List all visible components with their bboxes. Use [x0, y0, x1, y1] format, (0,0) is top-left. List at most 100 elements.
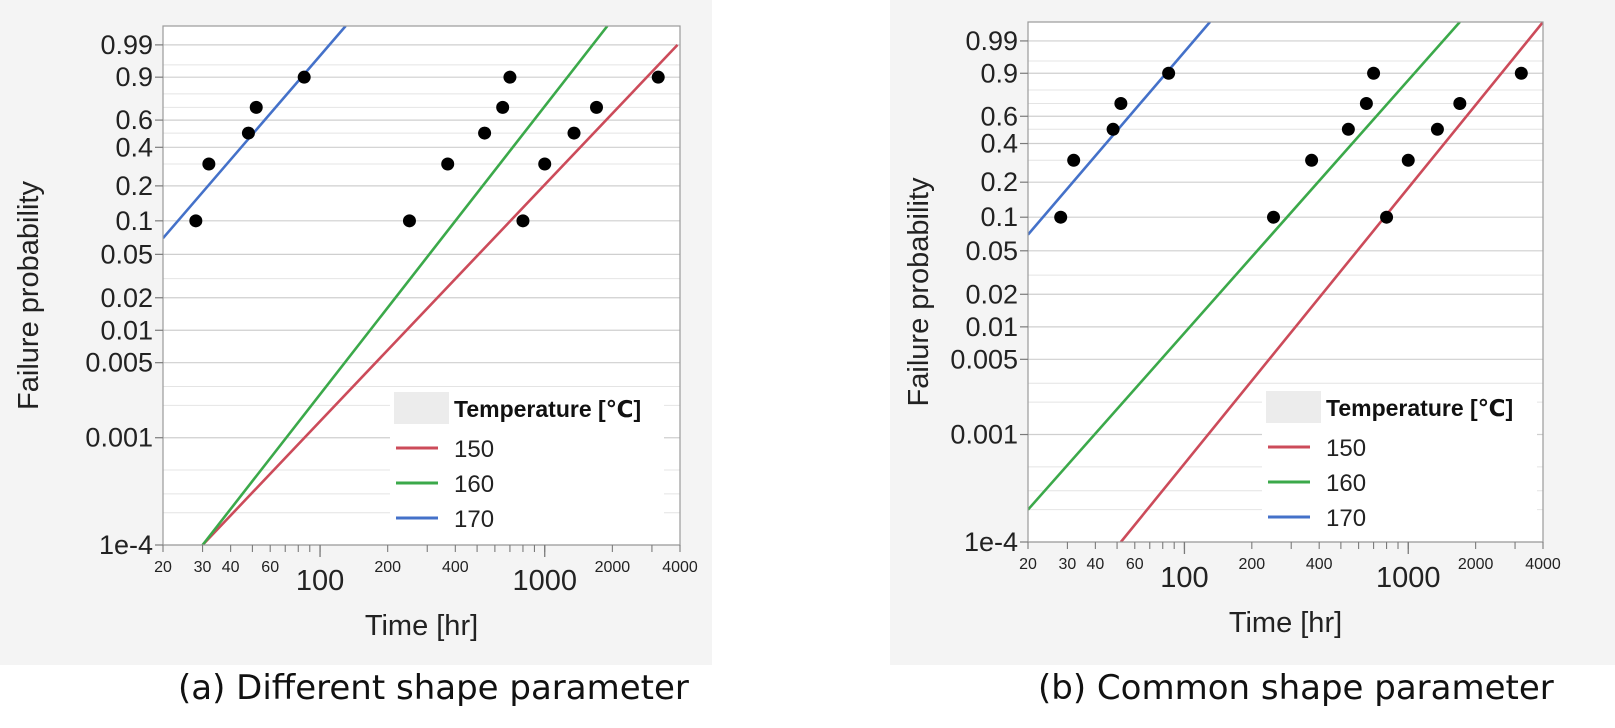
legend-title-swatch [394, 392, 449, 424]
legend-title-swatch [1266, 391, 1321, 423]
y-tick-label: 0.4 [115, 132, 153, 162]
x-tick-label: 60 [261, 559, 279, 576]
caption-b: (b) Common shape parameter [1038, 668, 1554, 708]
y-axis-label: Failure probability [13, 181, 45, 410]
x-tick-label: 2000 [595, 559, 631, 576]
chart-panel-b: 0.99 0.9 0.6 0.4 0.2 0.1 0.05 0.02 0.01 0.005 0.00… [890, 0, 1615, 665]
x-tick-label: 1000 [1376, 562, 1441, 594]
chart-panel-a: 0.99 0.9 0.6 0.4 0.2 0.1 0.05 0.02 0.01 0.005 0.00… [0, 0, 712, 665]
y-tick-label: 0.05 [965, 236, 1018, 266]
x-tick-label: 1000 [512, 565, 577, 597]
data-point [1267, 210, 1281, 224]
data-point [503, 70, 517, 84]
legend-label-170: 170 [1326, 505, 1366, 532]
legend-label-160: 160 [454, 471, 494, 498]
x-tick-label: 2000 [1458, 556, 1494, 573]
data-point [441, 157, 455, 171]
x-tick-label: 200 [1238, 556, 1265, 573]
x-tick-label: 400 [442, 559, 469, 576]
y-tick-label: 1e-4 [964, 527, 1018, 557]
y-tick-label: 1e-4 [99, 530, 153, 560]
x-axis-label: Time [hr] [365, 610, 478, 642]
data-point [1514, 66, 1528, 80]
x-tick-label: 30 [194, 559, 212, 576]
x-tick-label: 20 [1019, 556, 1037, 573]
x-tick-label: 20 [154, 559, 172, 576]
x-tick-label: 100 [296, 565, 344, 597]
legend-label-150: 150 [454, 436, 494, 463]
y-tick-label: 0.9 [980, 58, 1018, 88]
x-tick-label: 30 [1059, 556, 1077, 573]
data-point [1453, 97, 1467, 111]
y-tick-label: 0.2 [980, 167, 1018, 197]
y-tick-label: 0.005 [950, 344, 1018, 374]
data-point [402, 214, 416, 228]
weibull-chart-a: 0.990.9 0.60.4 0.2 0.10.05 0.020.010.005 0.00… [13, 25, 698, 642]
data-point [1359, 97, 1373, 111]
x-tick-label: 100 [1160, 562, 1208, 594]
y-tick-label: 0.9 [115, 62, 153, 92]
y-tick-label: 0.99 [965, 26, 1018, 56]
data-point [478, 126, 492, 140]
y-tick-label: 0.99 [100, 30, 153, 60]
x-tick-label: 40 [1086, 556, 1104, 573]
legend-title: Temperature [℃] [1326, 395, 1513, 421]
legend-label-170: 170 [454, 506, 494, 533]
y-tick-label: 0.001 [950, 420, 1018, 450]
data-point [651, 70, 665, 84]
data-point [202, 157, 216, 171]
plot-frame [1027, 21, 1544, 543]
data-point [1380, 210, 1394, 224]
x-tick-label: 60 [1126, 556, 1144, 573]
data-point [189, 214, 203, 228]
fit-line-160 [1028, 22, 1461, 511]
y-tick-label: 0.02 [965, 279, 1018, 309]
y-tick-label: 0.01 [965, 312, 1018, 342]
data-point [1106, 122, 1120, 136]
weibull-chart-b: 0.990.9 0.60.4 0.2 0.1 0.05 0.020.010.005 0.00… [903, 21, 1561, 639]
plot-frame [162, 25, 681, 546]
fit-line-150 [201, 43, 679, 545]
y-tick-label: 0.6 [980, 101, 1018, 131]
data-point [1067, 153, 1081, 167]
data-point [496, 100, 510, 114]
data-point [590, 100, 604, 114]
y-tick-label: 0.1 [980, 202, 1018, 232]
legend-label-160: 160 [1326, 470, 1366, 497]
y-tick-label: 0.2 [115, 171, 153, 201]
y-tick-label: 0.005 [85, 348, 153, 378]
data-point [1162, 66, 1176, 80]
y-tick-label: 0.6 [115, 105, 153, 135]
x-tick-label: 400 [1306, 556, 1333, 573]
y-axis-label: Failure probability [903, 177, 935, 406]
data-point [1401, 153, 1415, 167]
data-point [538, 157, 552, 171]
x-tick-label: 4000 [1525, 556, 1561, 573]
legend-label-150: 150 [1326, 435, 1366, 462]
x-axis-label: Time [hr] [1229, 607, 1342, 639]
data-point [1054, 210, 1068, 224]
caption-a: (a) Different shape parameter [178, 668, 689, 708]
y-tick-label: 0.02 [100, 283, 153, 313]
y-tick-label: 0.1 [115, 206, 153, 236]
y-tick-label: 0.4 [980, 129, 1018, 159]
x-tick-label: 4000 [662, 559, 698, 576]
y-tick-label: 0.01 [100, 315, 153, 345]
x-tick-label: 40 [222, 559, 240, 576]
fit-line-150 [1119, 22, 1543, 542]
data-point [516, 214, 530, 228]
data-point [241, 126, 255, 140]
legend-title: Temperature [℃] [454, 396, 641, 422]
data-point [1305, 153, 1319, 167]
data-point [1114, 97, 1128, 111]
fit-line-160 [201, 26, 609, 545]
data-point [249, 100, 263, 114]
y-tick-label: 0.05 [100, 239, 153, 269]
data-point [297, 70, 311, 84]
data-point [567, 126, 581, 140]
x-tick-label: 200 [374, 559, 401, 576]
y-tick-label: 0.001 [85, 423, 153, 453]
data-point [1430, 122, 1444, 136]
data-point [1341, 122, 1355, 136]
data-point [1367, 66, 1381, 80]
